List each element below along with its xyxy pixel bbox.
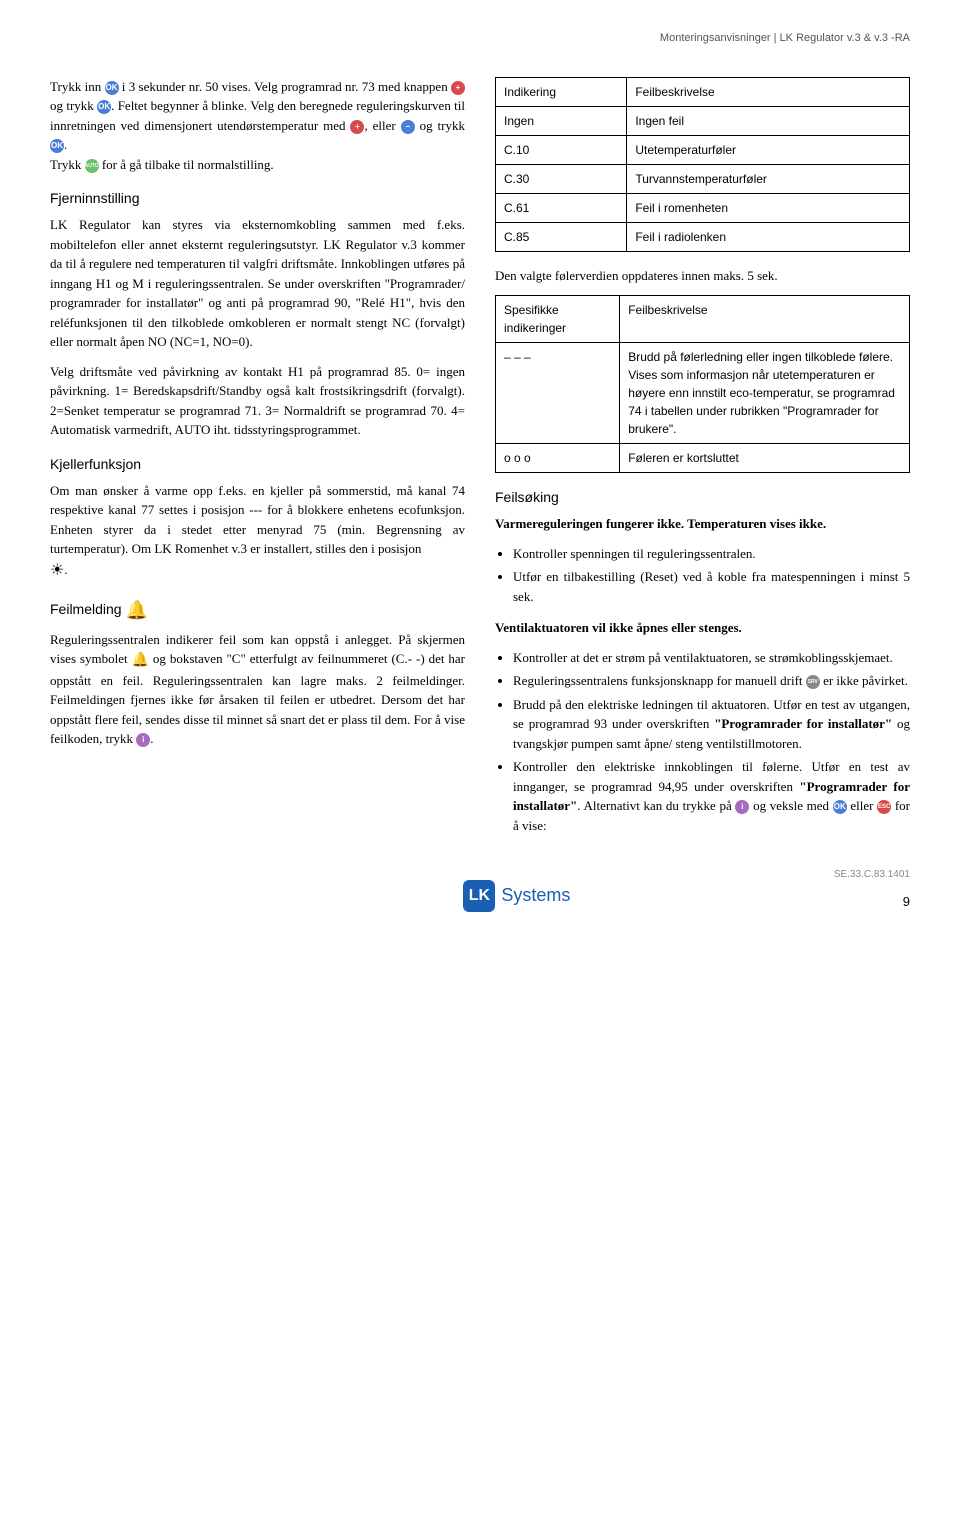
ok-icon: OK [97,100,111,114]
table-cell: Ingen [496,106,627,135]
heading-feilsoking: Feilsøking [495,487,910,508]
list-item: Kontroller den elektriske innkoblingen t… [513,757,910,835]
list-item: Utfør en tilbakestilling (Reset) ved å k… [513,567,910,606]
logo-icon: LK [463,880,495,912]
table-cell: Feil i radiolenken [627,222,910,251]
text: Trykk inn [50,79,105,94]
text: . [64,137,67,152]
table-cell: C.85 [496,222,627,251]
serv-icon: SRV [806,675,820,689]
bold-text: "Programrader for installatør" [513,779,910,814]
table-header: Indikering [496,77,627,106]
sun-icon: ☀ [50,559,64,583]
ok-icon: OK [50,139,64,153]
table-row: Indikering Feilbeskrivelse [496,77,910,106]
list-item: Reguleringssentralens funksjonsknapp for… [513,671,910,691]
text: Feilmelding [50,601,125,617]
table-row: IngenIngen feil [496,106,910,135]
info-icon: i [735,800,749,814]
paragraph-intro: Trykk inn OK i 3 sekunder nr. 50 vises. … [50,77,465,175]
ok-icon: OK [105,81,119,95]
table-indikering: Indikering Feilbeskrivelse IngenIngen fe… [495,77,910,252]
text: . [150,731,153,746]
list-item: Kontroller spenningen til reguleringssen… [513,544,910,564]
doc-id: SE.33.C.83.1401 [834,867,910,882]
table-cell: C.61 [496,193,627,222]
plus-icon: + [451,81,465,95]
list-item: Brudd på den elektriske ledningen til ak… [513,695,910,754]
auto-icon: AUTO [85,159,99,173]
brand-logo: LK Systems [463,880,570,912]
table-cell: o o o [496,444,620,473]
table-cell: C.10 [496,135,627,164]
text: Trykk [50,157,85,172]
table-row: C.10Utetemperaturføler [496,135,910,164]
table-cell: Føleren er kortsluttet [620,444,910,473]
text: Reguleringssentralens funksjonsknapp for… [513,673,806,688]
minus-icon: − [401,120,415,134]
paragraph-folerverdien: Den valgte følerverdien oppdateres innen… [495,266,910,286]
page-number: 9 [834,892,910,912]
text: er ikke påvirket. [820,673,908,688]
two-column-layout: Trykk inn OK i 3 sekunder nr. 50 vises. … [50,77,910,848]
paragraph-fjern: LK Regulator kan styres via eksternomkob… [50,215,465,352]
table-cell: Brudd på følerledning eller ingen tilkob… [620,343,910,444]
right-column: Indikering Feilbeskrivelse IngenIngen fe… [495,77,910,848]
paragraph-varmeregulering: Varmereguleringen fungerer ikke. Tempera… [495,514,910,534]
table-row: C.30Turvannstemperaturføler [496,164,910,193]
table-cell: Feil i romenheten [627,193,910,222]
bell-icon: 🔔 [132,650,149,671]
table-row: C.61Feil i romenheten [496,193,910,222]
table-cell: Ingen feil [627,106,910,135]
heading-fjerninnstilling: Fjerninnstilling [50,188,465,209]
text: , eller [364,118,400,133]
table-header: Feilbeskrivelse [627,77,910,106]
page-footer: LK Systems SE.33.C.83.1401 9 [50,867,910,912]
text: . [64,561,67,576]
list-varmeregulering: Kontroller spenningen til reguleringssen… [513,544,910,607]
info-icon: i [136,733,150,747]
table-row: Spesifikke indikeringer Feilbeskrivelse [496,296,910,343]
paragraph-ventilaktuator: Ventilaktuatoren vil ikke åpnes eller st… [495,618,910,638]
heading-feilmelding: Feilmelding 🔔 [50,597,465,624]
table-cell: Turvannstemperaturføler [627,164,910,193]
list-ventilaktuator: Kontroller at det er strøm på ventilaktu… [513,648,910,836]
ok-icon: OK [833,800,847,814]
paragraph-feilmelding: Reguleringssentralen indikerer feil som … [50,630,465,749]
table-cell: – – – [496,343,620,444]
table-row: C.85Feil i radiolenken [496,222,910,251]
paragraph-driftsmate: Velg driftsmåte ved påvirkning av kontak… [50,362,465,440]
document-header: Monteringsanvisninger | LK Regulator v.3… [50,30,910,47]
table-cell: C.30 [496,164,627,193]
table-header: Feilbeskrivelse [620,296,910,343]
table-header: Spesifikke indikeringer [496,296,620,343]
text: Om man ønsker å varme opp f.eks. en kjel… [50,483,465,557]
footer-meta: SE.33.C.83.1401 9 [834,867,910,912]
text: og trykk [50,98,97,113]
plus-icon: + [350,120,364,134]
text: for å gå tilbake til normalstilling. [99,157,274,172]
bold-text: "Programrader for installatør" [714,716,892,731]
text: i 3 sekunder nr. 50 vises. Velg programr… [119,79,451,94]
bell-icon: 🔔 [125,597,147,624]
list-item: Kontroller at det er strøm på ventilaktu… [513,648,910,668]
table-spesifikke: Spesifikke indikeringer Feilbeskrivelse … [495,295,910,473]
table-row: o o oFøleren er kortsluttet [496,444,910,473]
table-cell: Utetemperaturføler [627,135,910,164]
text: og trykk [415,118,465,133]
esc-icon: ESC [877,800,891,814]
paragraph-kjeller: Om man ønsker å varme opp f.eks. en kjel… [50,481,465,583]
logo-text: Systems [501,882,570,909]
heading-kjeller: Kjellerfunksjon [50,454,465,475]
left-column: Trykk inn OK i 3 sekunder nr. 50 vises. … [50,77,465,848]
table-row: – – –Brudd på følerledning eller ingen t… [496,343,910,444]
